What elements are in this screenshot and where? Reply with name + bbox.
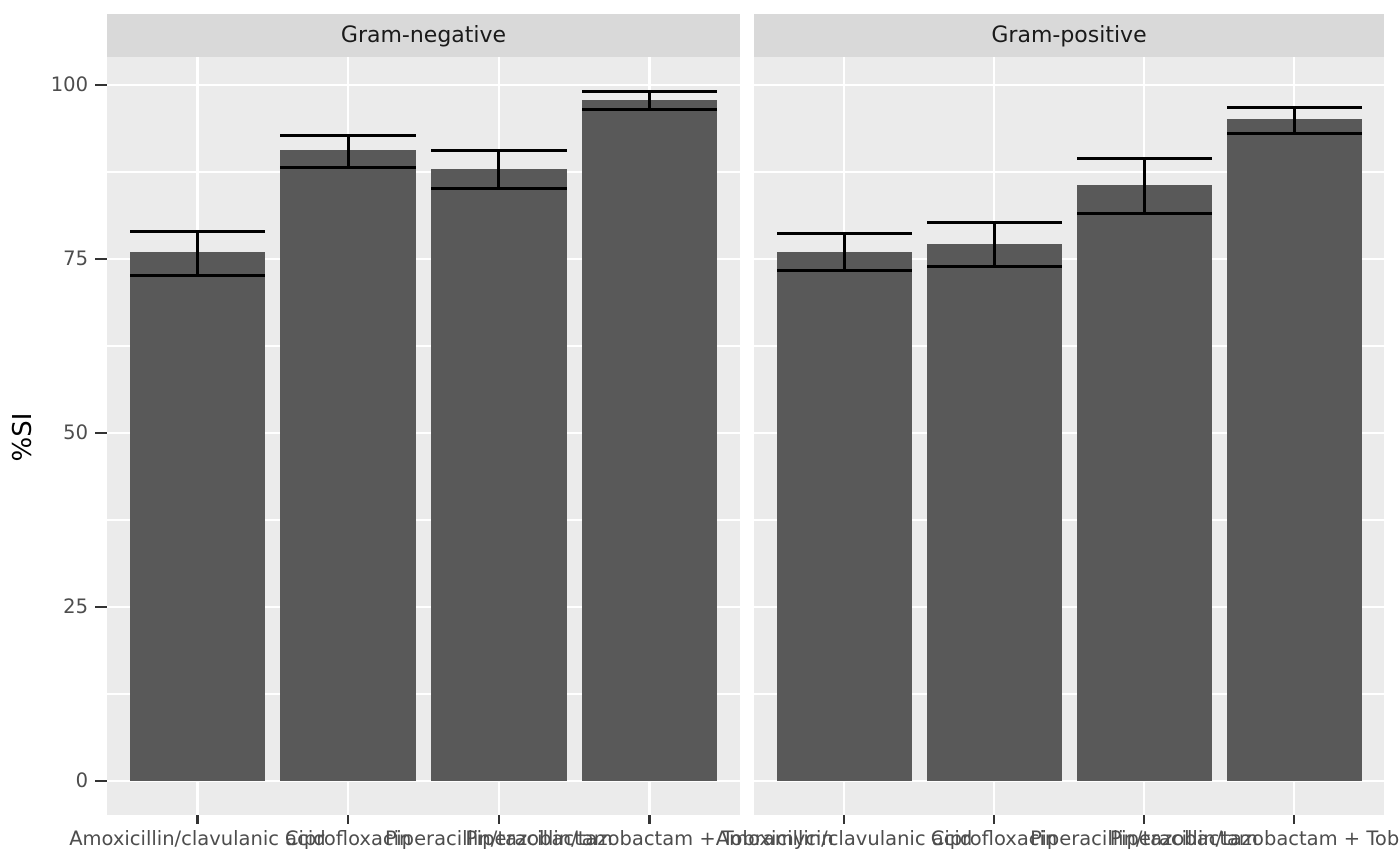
gridline-major-h: [107, 257, 740, 261]
errorbar-line: [1142, 158, 1146, 214]
x-tick-label: Amoxicillin/clavulanic acid: [715, 827, 973, 850]
facet-panel: [754, 57, 1384, 815]
x-tick-mark: [1142, 815, 1146, 824]
errorbar-cap-upper: [1226, 105, 1362, 109]
errorbar-cap-lower: [280, 165, 416, 169]
y-tick-mark: [95, 779, 107, 783]
facet-strip: Gram-positive: [754, 14, 1384, 57]
y-tick-label: 75: [63, 247, 88, 270]
bar: [280, 149, 416, 781]
gridline-major-h: [754, 779, 1384, 783]
gridline-major-h: [107, 431, 740, 435]
facet-strip: Gram-negative: [107, 14, 740, 57]
gridline-major-h: [107, 83, 740, 87]
errorbar-cap-lower: [1076, 211, 1212, 215]
y-tick-mark: [95, 431, 107, 435]
x-tick-label: Piperacillin/tazobactam + Tobramycin: [1109, 827, 1400, 850]
gridline-minor-h: [754, 171, 1384, 173]
gridline-minor-h: [107, 519, 740, 521]
gridline-minor-h: [107, 345, 740, 347]
y-tick-label: 0: [75, 769, 88, 792]
x-tick-mark: [992, 815, 996, 824]
bar: [431, 169, 567, 781]
gridline-minor-h: [754, 345, 1384, 347]
y-tick-label: 25: [63, 595, 88, 618]
y-tick-label: 50: [63, 421, 88, 444]
bar: [1076, 185, 1212, 781]
gridline-minor-h: [107, 693, 740, 695]
errorbar-cap-lower: [129, 273, 266, 277]
x-tick-label: Ciprofloxacin: [284, 827, 412, 850]
errorbar-cap-lower: [776, 268, 912, 272]
y-tick-mark: [95, 257, 107, 261]
x-tick-mark: [196, 815, 199, 824]
errorbar-cap-upper: [776, 232, 912, 236]
facet-strip-label: Gram-positive: [991, 23, 1147, 48]
errorbar-cap-lower: [926, 265, 1062, 269]
y-tick-mark: [95, 605, 107, 609]
gridline-major-h: [754, 431, 1384, 435]
x-tick-label: Amoxicillin/clavulanic acid: [69, 827, 326, 850]
errorbar-cap-lower: [431, 186, 567, 190]
x-tick-mark: [648, 815, 651, 824]
y-tick-mark: [95, 83, 107, 87]
x-tick-label: Piperacillin/tazobactam: [384, 827, 613, 850]
x-tick-label: Piperacillin/tazobactam + Tobramycin: [465, 827, 834, 850]
gridline-major-h: [107, 779, 740, 783]
errorbar-cap-lower: [1226, 132, 1362, 136]
gridline-minor-h: [107, 171, 740, 173]
facet-panel: [107, 57, 740, 815]
errorbar-cap-upper: [280, 133, 416, 137]
errorbar-cap-upper: [431, 148, 567, 152]
errorbar-cap-lower: [581, 107, 718, 111]
bar: [129, 252, 266, 781]
errorbar-line: [648, 91, 652, 110]
errorbar-cap-upper: [1076, 157, 1212, 161]
gridline-minor-h: [754, 693, 1384, 695]
errorbar-cap-upper: [129, 229, 266, 233]
x-tick-mark: [842, 815, 846, 824]
bar: [1226, 119, 1362, 781]
y-tick-label: 100: [50, 73, 88, 96]
errorbar-cap-upper: [581, 90, 718, 94]
bar: [776, 252, 912, 781]
x-tick-label: Ciprofloxacin: [930, 827, 1058, 850]
gridline-major-h: [754, 257, 1384, 261]
bar: [926, 243, 1062, 781]
x-tick-mark: [346, 815, 350, 824]
x-tick-label: Piperacillin/tazobactam: [1030, 827, 1258, 850]
facet-strip-label: Gram-negative: [340, 23, 507, 48]
errorbar-line: [497, 150, 501, 188]
errorbar-line: [992, 222, 996, 267]
bar: [581, 100, 718, 781]
errorbar-line: [1292, 107, 1296, 134]
errorbar-line: [842, 233, 846, 271]
gridline-major-h: [754, 83, 1384, 87]
gridline-major-h: [754, 605, 1384, 609]
x-tick-mark: [497, 815, 501, 824]
x-tick-mark: [1292, 815, 1296, 824]
gridline-minor-h: [754, 519, 1384, 521]
gridline-major-h: [107, 605, 740, 609]
errorbar-cap-upper: [926, 220, 1062, 224]
errorbar-line: [346, 135, 350, 168]
errorbar-line: [195, 231, 199, 275]
